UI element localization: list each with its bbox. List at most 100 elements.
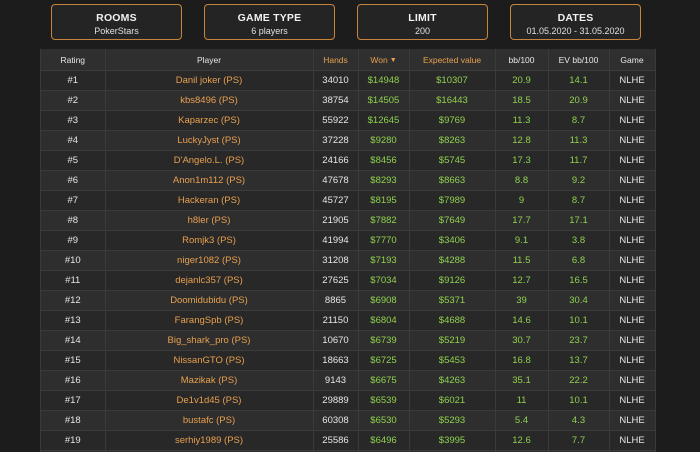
- cell-ev-bb100: 30.4: [548, 290, 610, 311]
- cell-game: NLHE: [609, 250, 655, 271]
- cell-player[interactable]: kbs8496 (PS): [105, 90, 314, 111]
- cell-ev-bb100: 10.1: [548, 390, 610, 411]
- cell-expected-value: $10307: [409, 70, 496, 91]
- cell-player[interactable]: Big_shark_pro (PS): [105, 330, 314, 351]
- cell-player[interactable]: Kaparzec (PS): [105, 110, 314, 131]
- cell-won: $6539: [358, 390, 410, 411]
- cell-won: $8293: [358, 170, 410, 191]
- cell-player[interactable]: D'Angelo.L. (PS): [105, 150, 314, 171]
- col-header-hands[interactable]: Hands: [313, 49, 359, 71]
- cell-hands: 21150: [313, 310, 359, 331]
- cell-ev-bb100: 22.2: [548, 370, 610, 391]
- cell-ev-bb100: 4.3: [548, 410, 610, 431]
- cell-won: $6739: [358, 330, 410, 351]
- cell-ev-bb100: 11.7: [548, 150, 610, 171]
- cell-hands: 45727: [313, 190, 359, 211]
- cell-bb100: 39: [495, 290, 549, 311]
- cell-expected-value: $6021: [409, 390, 496, 411]
- leaderboard-table: Rating Player Hands Won ▼ Expected value …: [41, 49, 655, 452]
- filter-limit[interactable]: LIMIT 200: [357, 4, 488, 40]
- cell-bb100: 30.7: [495, 330, 549, 351]
- cell-player[interactable]: dejanlc357 (PS): [105, 270, 314, 291]
- filter-rooms[interactable]: ROOMS PokerStars: [51, 4, 182, 40]
- cell-rating: #9: [41, 230, 106, 251]
- cell-bb100: 20.9: [495, 70, 549, 91]
- filter-value: 6 players: [251, 26, 288, 36]
- col-header-won[interactable]: Won ▼: [358, 49, 410, 71]
- cell-player[interactable]: NissanGTO (PS): [105, 350, 314, 371]
- cell-rating: #14: [41, 330, 106, 351]
- cell-bb100: 8.2: [495, 450, 549, 452]
- col-header-game[interactable]: Game: [609, 49, 655, 71]
- cell-bb100: 12.8: [495, 130, 549, 151]
- cell-player[interactable]: Romjk3 (PS): [105, 230, 314, 251]
- cell-hands: 8865: [313, 290, 359, 311]
- cell-hands: 37228: [313, 130, 359, 151]
- cell-player[interactable]: Hackeran (PS): [105, 190, 314, 211]
- cell-bb100: 17.7: [495, 210, 549, 231]
- cell-bb100: 12.6: [495, 430, 549, 451]
- cell-won: $9280: [358, 130, 410, 151]
- table-row: #9 Romjk3 (PS) 41994 $7770 $3406 9.1 3.8 NLHE: [41, 230, 655, 251]
- cell-game: NLHE: [609, 70, 655, 91]
- cell-won: $6908: [358, 290, 410, 311]
- table-row: #1 Danil joker (PS) 34010 $14948 $10307 20.9 1…: [41, 70, 655, 91]
- cell-expected-value: $5745: [409, 150, 496, 171]
- col-header-rating[interactable]: Rating: [41, 49, 106, 71]
- cell-hands: 60308: [313, 410, 359, 431]
- cell-player[interactable]: Doomidubidu (PS): [105, 290, 314, 311]
- cell-player[interactable]: FarangSpb (PS): [105, 310, 314, 331]
- table-row: #11 dejanlc357 (PS) 27625 $7034 $9126 12.7 16.…: [41, 270, 655, 291]
- table-row: #20garmonistik (PS)37607$6448$42688.25.5…: [41, 450, 655, 452]
- cell-expected-value: $3995: [409, 430, 496, 451]
- cell-player[interactable]: Mazikak (PS): [105, 370, 314, 391]
- col-header-player[interactable]: Player: [105, 49, 314, 71]
- cell-rating: #17: [41, 390, 106, 411]
- cell-hands: 34010: [313, 70, 359, 91]
- cell-won: $7882: [358, 210, 410, 231]
- cell-player[interactable]: De1v1d45 (PS): [105, 390, 314, 411]
- filter-game-type[interactable]: GAME TYPE 6 players: [204, 4, 335, 40]
- cell-game: NLHE: [609, 110, 655, 131]
- cell-won: $6804: [358, 310, 410, 331]
- cell-expected-value: $5219: [409, 330, 496, 351]
- col-header-expected-value[interactable]: Expected value: [409, 49, 496, 71]
- cell-game: NLHE: [609, 270, 655, 291]
- cell-game: NLHE: [609, 370, 655, 391]
- cell-bb100: 12.7: [495, 270, 549, 291]
- table-row: #13 FarangSpb (PS) 21150 $6804 $4688 14.6 10.1…: [41, 310, 655, 331]
- cell-expected-value: $4288: [409, 250, 496, 271]
- filter-dates[interactable]: DATES 01.05.2020 - 31.05.2020: [510, 4, 641, 40]
- col-header-bb100[interactable]: bb/100: [495, 49, 549, 71]
- cell-game: NLHE: [609, 170, 655, 191]
- cell-player[interactable]: h8ler (PS): [105, 210, 314, 231]
- cell-won: $7193: [358, 250, 410, 271]
- cell-hands: 27625: [313, 270, 359, 291]
- cell-bb100: 8.8: [495, 170, 549, 191]
- cell-player[interactable]: Anon1m112 (PS): [105, 170, 314, 191]
- cell-expected-value: $8263: [409, 130, 496, 151]
- filter-bar: ROOMS PokerStars GAME TYPE 6 players LIM…: [0, 4, 700, 44]
- cell-won: $6448: [358, 450, 410, 452]
- cell-game: NLHE: [609, 330, 655, 351]
- leaderboard: Rating Player Hands Won ▼ Expected value …: [40, 49, 656, 452]
- col-header-ev-bb100[interactable]: EV bb/100: [548, 49, 610, 71]
- cell-hands: 41994: [313, 230, 359, 251]
- cell-player[interactable]: garmonistik (PS): [105, 450, 314, 452]
- cell-player[interactable]: Danil joker (PS): [105, 70, 314, 91]
- cell-player[interactable]: niger1082 (PS): [105, 250, 314, 271]
- cell-player[interactable]: LuckyJyst (PS): [105, 130, 314, 151]
- table-row: #19 serhiy1989 (PS) 25586 $6496 $3995 12.6 7.7…: [41, 430, 655, 451]
- cell-player[interactable]: bustafc (PS): [105, 410, 314, 431]
- cell-rating: #3: [41, 110, 106, 131]
- cell-ev-bb100: 13.7: [548, 350, 610, 371]
- cell-game: NLHE: [609, 350, 655, 371]
- table-row: #17 De1v1d45 (PS) 29889 $6539 $6021 11 10.1 NLH…: [41, 390, 655, 411]
- table-row: #2 kbs8496 (PS) 38754 $14505 $16443 18.5 20.9 N…: [41, 90, 655, 111]
- cell-rating: #12: [41, 290, 106, 311]
- cell-player[interactable]: serhiy1989 (PS): [105, 430, 314, 451]
- cell-won: $8456: [358, 150, 410, 171]
- cell-ev-bb100: 7.7: [548, 430, 610, 451]
- filter-title: LIMIT: [408, 12, 437, 24]
- cell-game: NLHE: [609, 390, 655, 411]
